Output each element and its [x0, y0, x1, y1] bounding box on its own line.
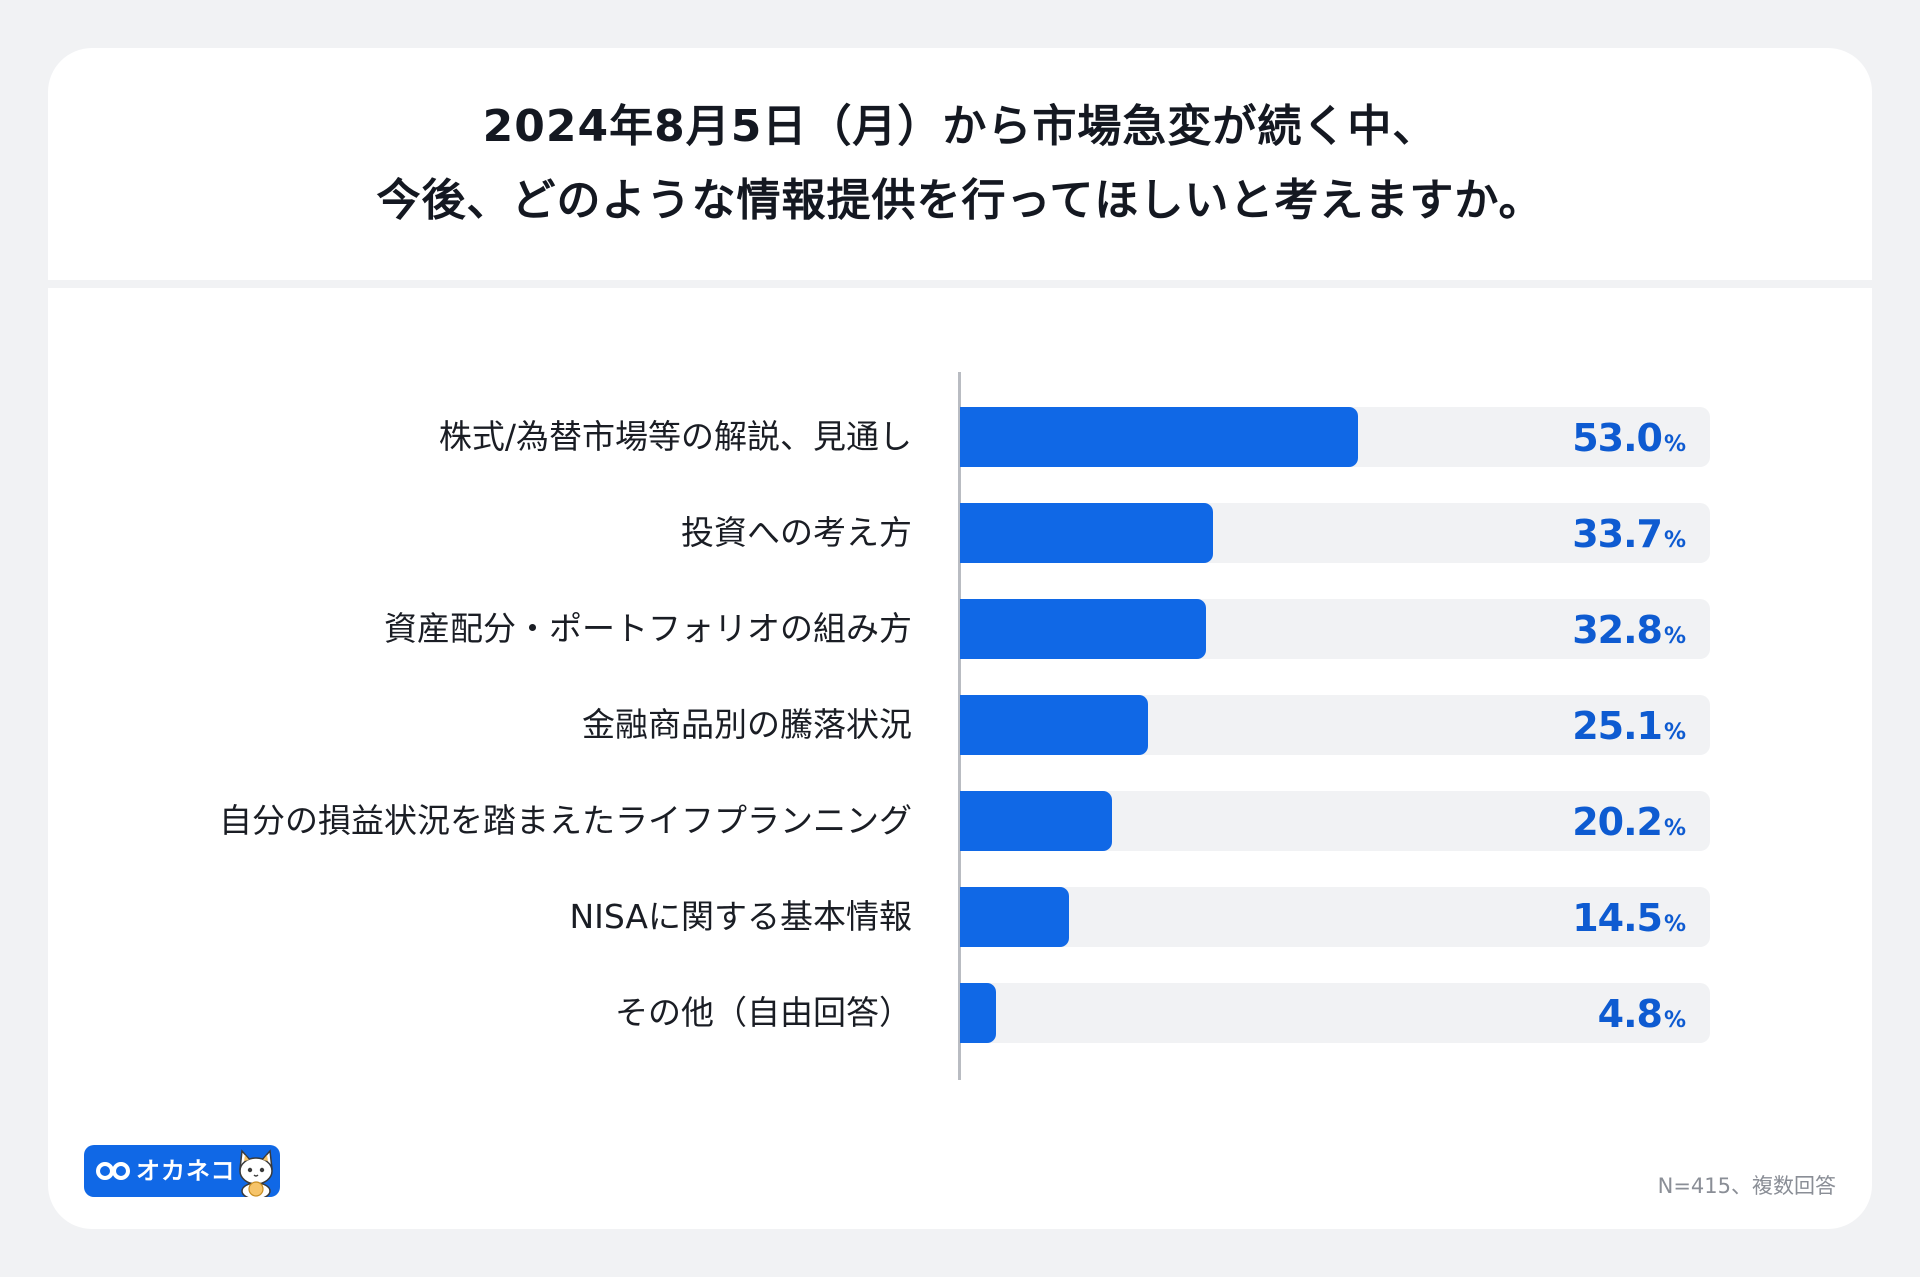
- title-divider: [48, 280, 1872, 288]
- chart-card: 2024年8月5日（月）から市場急変が続く中、 今後、どのような情報提供を行って…: [48, 48, 1872, 1229]
- category-label: 株式/為替市場等の解説、見通し: [438, 417, 912, 456]
- data-label-value: 4.8: [1597, 992, 1663, 1036]
- data-label-unit: %: [1663, 816, 1686, 841]
- category-label: 金融商品別の騰落状況: [582, 705, 912, 744]
- data-label: 20.2%: [1572, 791, 1686, 851]
- data-label-unit: %: [1663, 624, 1686, 649]
- data-label: 32.8%: [1572, 599, 1686, 659]
- data-label-unit: %: [1663, 1008, 1686, 1033]
- bar: [960, 407, 1358, 467]
- sample-size-note: N=415、複数回答: [1657, 1174, 1836, 1198]
- category-label: 資産配分・ポートフォリオの組み方: [384, 609, 912, 648]
- data-label-value: 20.2: [1572, 800, 1663, 844]
- data-label: 33.7%: [1572, 503, 1686, 563]
- bar: [960, 791, 1112, 851]
- data-label-unit: %: [1663, 432, 1686, 457]
- bar-track: [960, 887, 1710, 947]
- data-label-value: 14.5: [1572, 896, 1663, 940]
- bar-track: [960, 983, 1710, 1043]
- data-label: 25.1%: [1572, 695, 1686, 755]
- category-label: 自分の損益状況を踏まえたライフプランニング: [219, 801, 912, 840]
- chart-title-line-1: 2024年8月5日（月）から市場急変が続く中、: [482, 101, 1438, 152]
- data-label: 53.0%: [1572, 407, 1686, 467]
- data-label-value: 25.1: [1572, 704, 1663, 748]
- brand-logo-text: オカネコ: [136, 1157, 236, 1185]
- cat-mascot-icon: [239, 1149, 273, 1197]
- chart-title-line-2: 今後、どのような情報提供を行ってほしいと考えますか。: [376, 175, 1544, 226]
- bar: [960, 695, 1149, 755]
- bar: [960, 503, 1213, 563]
- category-axis-line: [958, 372, 961, 1080]
- data-label-unit: %: [1663, 528, 1686, 553]
- infinity-logo-icon: [96, 1162, 130, 1180]
- data-label: 4.8%: [1598, 983, 1686, 1043]
- data-label-value: 33.7: [1572, 512, 1663, 556]
- chart-title: 2024年8月5日（月）から市場急変が続く中、 今後、どのような情報提供を行って…: [48, 48, 1872, 280]
- data-label: 14.5%: [1572, 887, 1686, 947]
- bar: [960, 599, 1206, 659]
- data-label-unit: %: [1663, 720, 1686, 745]
- category-label: 投資への考え方: [681, 513, 912, 552]
- category-label: NISAに関する基本情報: [569, 897, 912, 936]
- data-label-value: 53.0: [1572, 416, 1663, 460]
- bar: [960, 887, 1069, 947]
- bar: [960, 983, 996, 1043]
- brand-logo: オカネコ: [84, 1145, 280, 1197]
- data-label-unit: %: [1663, 912, 1686, 937]
- category-label: その他（自由回答）: [615, 993, 912, 1032]
- data-label-value: 32.8: [1572, 608, 1663, 652]
